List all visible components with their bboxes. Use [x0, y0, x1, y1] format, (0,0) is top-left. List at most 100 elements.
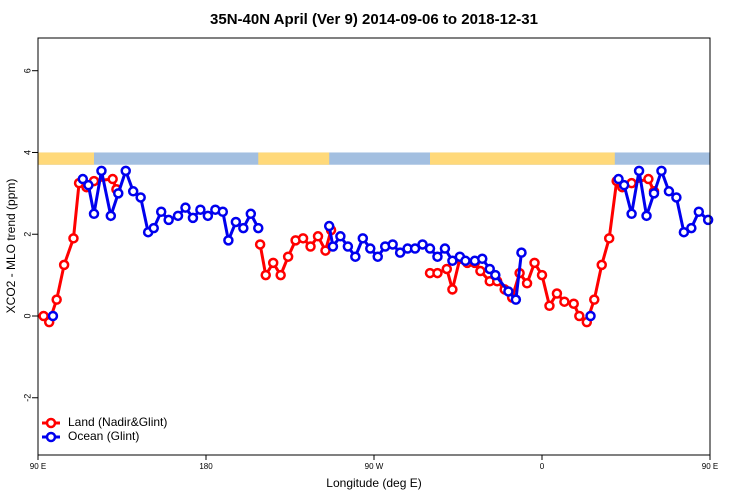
- point: [282, 251, 294, 262]
- point: [510, 294, 522, 305]
- point: [633, 165, 645, 177]
- land-band: [38, 152, 94, 165]
- point: [460, 255, 471, 267]
- point: [323, 220, 335, 232]
- plot-frame: [37, 37, 711, 456]
- point: [618, 179, 630, 191]
- point: [172, 210, 184, 222]
- point: [350, 251, 361, 262]
- point: [686, 222, 697, 234]
- point: [312, 231, 324, 242]
- point: [83, 179, 94, 191]
- point: [529, 257, 540, 269]
- point: [107, 173, 118, 185]
- x-tick-label: 90 E: [702, 462, 718, 471]
- point: [342, 241, 354, 252]
- point: [217, 206, 229, 217]
- point: [58, 259, 70, 271]
- point: [297, 233, 309, 244]
- point: [254, 239, 266, 250]
- point: [409, 243, 421, 254]
- point: [589, 294, 600, 305]
- point: [387, 239, 398, 250]
- point: [88, 208, 100, 220]
- point: [357, 233, 369, 244]
- point: [195, 204, 206, 215]
- point: [335, 231, 346, 242]
- point: [163, 214, 174, 226]
- x-axis-label: Longitude (deg E): [326, 476, 421, 490]
- point: [365, 243, 376, 254]
- point: [372, 251, 383, 262]
- point: [327, 241, 339, 252]
- y-tick-label: 0: [22, 313, 32, 318]
- x-tick-label: 0: [540, 462, 545, 471]
- point: [424, 243, 436, 254]
- point: [394, 247, 406, 258]
- point: [187, 212, 199, 224]
- point: [38, 310, 49, 322]
- point: [693, 206, 705, 217]
- y-tick-label: -2: [22, 394, 32, 402]
- y-tick-label: 6: [22, 68, 32, 73]
- point: [663, 186, 675, 197]
- point: [105, 210, 117, 222]
- point: [477, 253, 488, 265]
- point: [253, 222, 264, 234]
- legend-marker: [45, 417, 57, 429]
- point: [432, 251, 443, 262]
- point: [96, 165, 107, 177]
- point: [641, 210, 652, 222]
- point: [148, 222, 159, 234]
- point: [77, 173, 89, 185]
- point: [678, 226, 690, 238]
- point: [267, 257, 279, 269]
- point: [671, 192, 682, 203]
- land-band: [430, 152, 615, 165]
- point: [490, 269, 501, 281]
- point: [275, 269, 286, 281]
- legend-label: Land (Nadir&Glint): [68, 415, 167, 429]
- point: [613, 173, 624, 185]
- point: [574, 310, 585, 322]
- point: [603, 233, 615, 244]
- point: [447, 255, 458, 267]
- point: [120, 165, 131, 177]
- point: [238, 222, 249, 234]
- point: [202, 210, 214, 222]
- point: [441, 263, 453, 275]
- x-tick-label: 90 W: [365, 462, 384, 471]
- legend-label: Ocean (Glint): [68, 429, 139, 443]
- point: [51, 294, 62, 305]
- series-line: [430, 177, 656, 325]
- point: [230, 216, 242, 228]
- point: [47, 310, 59, 322]
- point: [648, 188, 660, 199]
- point: [180, 202, 191, 213]
- point: [656, 165, 667, 177]
- land-band: [258, 152, 330, 165]
- point: [417, 239, 428, 250]
- point: [305, 241, 316, 252]
- point: [223, 235, 234, 246]
- point: [585, 310, 596, 322]
- point: [475, 265, 486, 277]
- point: [432, 267, 443, 279]
- point: [643, 173, 654, 185]
- point: [127, 186, 139, 197]
- point: [702, 214, 714, 226]
- point: [439, 243, 451, 254]
- y-axis-label: XCO2 - MLO trend (ppm): [4, 179, 18, 314]
- legend-marker: [45, 431, 57, 443]
- chart-title: 35N-40N April (Ver 9) 2014-09-06 to 2018…: [210, 11, 538, 28]
- point: [135, 192, 146, 203]
- point: [596, 259, 607, 271]
- y-tick-label: 2: [22, 232, 32, 237]
- point: [245, 208, 257, 220]
- x-tick-label: 90 E: [30, 462, 46, 471]
- point: [155, 206, 167, 217]
- point: [320, 245, 331, 256]
- point: [551, 288, 563, 299]
- point: [626, 208, 637, 220]
